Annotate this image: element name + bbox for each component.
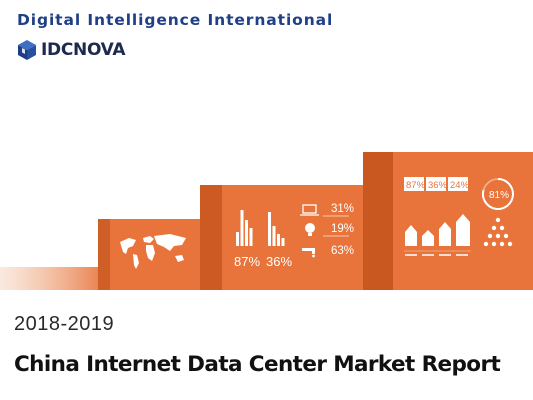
ring-gauge-icon: 81% xyxy=(481,178,514,210)
step-1 xyxy=(110,219,211,290)
brand-logo: IDCNOVA xyxy=(16,38,126,62)
icon-stat-value: 31% xyxy=(331,203,354,215)
building-bars-icon xyxy=(405,214,470,246)
banner-strip xyxy=(0,267,110,290)
svg-text:36%: 36% xyxy=(428,180,448,191)
stat-badge: 24% xyxy=(448,177,470,191)
svg-text:24%: 24% xyxy=(450,180,470,191)
report-title: China Internet Data Center Market Report xyxy=(14,352,501,377)
icon-stat-value: 19% xyxy=(331,223,354,235)
bar-chart-icon-1 xyxy=(236,210,253,246)
step-3-side xyxy=(363,152,393,290)
brand-name: IDCNOVA xyxy=(41,40,126,60)
stat-badge: 87% xyxy=(404,177,426,191)
bar-chart-icon-2 xyxy=(268,212,285,246)
icon-stat-value: 63% xyxy=(331,245,354,257)
step-1-side xyxy=(98,219,110,290)
people-pyramid-icon xyxy=(483,217,513,247)
stat-badge: 36% xyxy=(426,177,448,191)
stat-value: 36% xyxy=(266,254,292,269)
world-map-icon xyxy=(120,234,186,269)
lightbulb-icon xyxy=(305,223,315,236)
cube-logo-icon xyxy=(18,40,36,60)
step-2-side xyxy=(200,185,222,290)
organization-name: Digital Intelligence International xyxy=(17,11,334,29)
svg-text:81%: 81% xyxy=(489,190,509,201)
report-years: 2018-2019 xyxy=(14,313,115,335)
svg-text:87%: 87% xyxy=(406,180,426,191)
cover-banner: 87% 36% 31% 19% 63% 87% 36% 24% xyxy=(0,152,533,290)
step-2 xyxy=(222,185,382,290)
laptop-icon xyxy=(300,204,319,216)
stat-value: 87% xyxy=(234,254,260,269)
faucet-icon xyxy=(302,248,315,258)
